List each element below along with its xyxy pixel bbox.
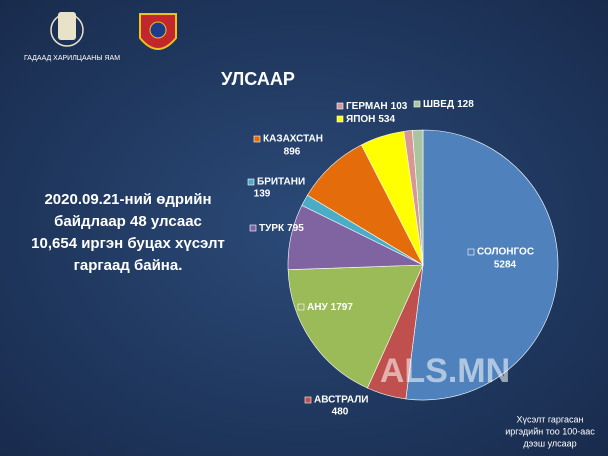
category-name: ТУРК	[259, 223, 285, 234]
legend-swatch	[249, 224, 257, 232]
legend-swatch	[247, 178, 255, 186]
data-label: ГЕРМАН 103	[346, 101, 408, 112]
category-name: ЯПОН	[346, 114, 375, 125]
ministry-logo	[50, 12, 84, 47]
value-label: 139	[254, 189, 271, 200]
category-name: ШВЕД	[423, 99, 454, 110]
annotation-line: 10,654 иргэн буцах хүсэлт	[31, 235, 225, 252]
annotation: 2020.09.21-ний өдрийн байдлаар 48 улсаас 1…	[31, 191, 225, 274]
pie-slice	[405, 129, 559, 401]
annotation-line: гаргаад байна.	[74, 257, 183, 274]
value-label: 1797	[331, 302, 354, 313]
annotation-line: 2020.09.21-ний өдрийн	[44, 191, 211, 208]
legend-swatch	[297, 303, 305, 311]
category-name: КАЗАХСТАН	[263, 134, 323, 145]
value-label: 896	[284, 147, 301, 158]
ministry-name: ГАДААД ХАРИЛЦААНЫ ЯАМ	[24, 55, 120, 62]
note-line: дээш улсаар	[523, 438, 576, 448]
note: Хүсэлт гаргасан иргэдийн тоо 100-аас дээш …	[505, 414, 595, 448]
chart-title: УЛСААР	[221, 69, 295, 89]
note-line: иргэдийн тоо 100-аас	[505, 426, 595, 436]
legend-swatch	[304, 396, 312, 404]
legend-swatch	[413, 100, 421, 108]
police-emblem	[139, 13, 177, 50]
legend-swatch	[336, 115, 344, 123]
legend-swatch	[467, 248, 475, 256]
value-label: 128	[457, 99, 474, 110]
category-name: АВСТРАЛИ	[314, 395, 368, 406]
legend-swatch	[253, 135, 261, 143]
value-label: 795	[287, 223, 304, 234]
category-name: БРИТАНИ	[257, 177, 305, 188]
category-name: СОЛОНГОС	[477, 247, 534, 258]
legend-swatch	[336, 102, 344, 110]
value-label: 534	[378, 114, 395, 125]
value-label: 480	[332, 407, 349, 418]
value-label: 5284	[494, 260, 517, 271]
data-label: ЯПОН 534	[346, 114, 395, 125]
pie-slice	[411, 129, 424, 266]
value-label: 103	[391, 101, 408, 112]
annotation-line: байдлаар 48 улсаас	[54, 213, 202, 230]
data-label: ШВЕД 128	[423, 99, 474, 110]
pie-slice	[287, 264, 424, 389]
watermark: ALS.MN	[380, 352, 510, 390]
category-name: ГЕРМАН	[346, 101, 388, 112]
data-label: ТУРК 795	[259, 223, 304, 234]
category-name: АНУ	[307, 302, 328, 313]
data-label: АНУ 1797	[307, 302, 353, 313]
note-line: Хүсэлт гаргасан	[516, 414, 583, 424]
